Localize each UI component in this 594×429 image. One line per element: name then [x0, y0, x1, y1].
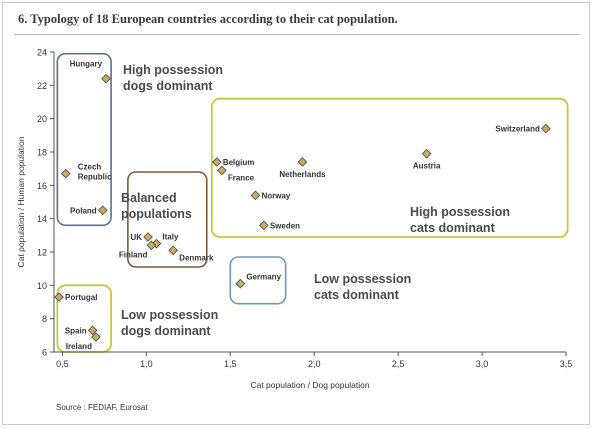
group-label-4: Low possession cats dominant — [314, 272, 411, 302]
figure-frame — [2, 2, 590, 425]
y-tick-label: 10 — [37, 281, 47, 291]
y-tick-label: 18 — [37, 148, 47, 158]
point-sweden — [259, 220, 269, 231]
point-spain — [87, 325, 98, 336]
axes: 0,5 1,0 1,5 2,0 2,5 3,0 3,5 6 8 10 12 14 16 18 20 22 24 C… — [16, 48, 572, 391]
x-tick-label: 0,5 — [56, 359, 69, 369]
point-label-austria: Austria — [413, 162, 441, 171]
x-tick-label: 1,0 — [140, 359, 153, 369]
group-box-2 — [127, 171, 208, 268]
point-finland — [146, 240, 157, 251]
group-box-1 — [56, 52, 112, 227]
point-label-poland: Poland — [70, 206, 97, 215]
group-label-5: Low possession dogs dominant — [121, 308, 218, 338]
point-ireland — [91, 332, 101, 342]
title-divider — [14, 34, 580, 35]
point-label-spain: Spain — [65, 326, 87, 335]
point-switzerland — [541, 123, 551, 134]
point-denmark — [168, 245, 178, 256]
y-tick-label: 20 — [37, 114, 47, 124]
point-czech-republic — [60, 168, 71, 179]
point-label-czech-republic: Czech Republic — [78, 163, 112, 182]
x-axis-label: Cat population / Dog population — [250, 380, 369, 390]
y-axis-label: Cat population / Human population — [16, 136, 26, 267]
data-points: Hungary Czech Republic Poland UK Italy Finland… — [54, 60, 551, 351]
point-label-italy: Italy — [162, 233, 179, 242]
point-label-norway: Norway — [261, 191, 290, 200]
group-label-1: High possession dogs dominant — [123, 63, 223, 93]
point-label-belgium: Belgium — [223, 158, 255, 167]
x-tick-label: 3,5 — [560, 359, 573, 369]
point-label-portugal: Portugal — [65, 293, 97, 302]
group-box-4 — [229, 256, 287, 305]
group-label-2: Balanced populations — [121, 191, 192, 221]
point-label-finland: Finland — [119, 250, 148, 259]
y-tick-label: 22 — [37, 81, 47, 91]
group-label-3: High possession cats dominant — [410, 205, 510, 235]
point-austria — [421, 148, 432, 159]
source-note: Source : FEDIAF, Eurosat — [56, 403, 148, 412]
point-label-hungary: Hungary — [70, 60, 103, 69]
y-tick-label: 14 — [37, 214, 47, 224]
point-label-france: France — [228, 173, 255, 182]
point-label-ireland: Ireland — [66, 342, 92, 351]
group-box-3 — [210, 97, 569, 238]
point-poland — [97, 205, 108, 216]
point-norway — [250, 190, 261, 201]
point-hungary — [101, 73, 111, 84]
y-tick-label: 8 — [42, 314, 47, 324]
y-tick-label: 6 — [42, 348, 47, 358]
chart-title: 6. Typology of 18 European countries acc… — [18, 12, 398, 26]
point-netherlands — [297, 157, 308, 167]
group-labels: High possession dogs dominant Balanced popu… — [121, 63, 510, 338]
point-label-sweden: Sweden — [270, 221, 300, 230]
x-tick-label: 2,0 — [308, 359, 321, 369]
y-tick-label: 24 — [37, 48, 47, 58]
point-label-netherlands: Netherlands — [279, 170, 326, 179]
point-label-denmark: Denmark — [179, 253, 214, 262]
point-belgium — [212, 157, 222, 167]
y-tick-label: 16 — [37, 181, 47, 191]
point-france — [217, 165, 227, 176]
point-label-switzerland: Switzerland — [495, 125, 540, 134]
y-tick-label: 12 — [37, 248, 47, 258]
x-tick-label: 3,0 — [476, 359, 489, 369]
point-germany — [235, 278, 246, 289]
point-label-uk: UK — [130, 233, 142, 242]
x-tick-label: 1,5 — [224, 359, 237, 369]
point-uk — [143, 232, 153, 242]
point-label-germany: Germany — [246, 273, 281, 282]
x-tick-label: 2,5 — [392, 359, 405, 369]
point-portugal — [54, 292, 64, 302]
